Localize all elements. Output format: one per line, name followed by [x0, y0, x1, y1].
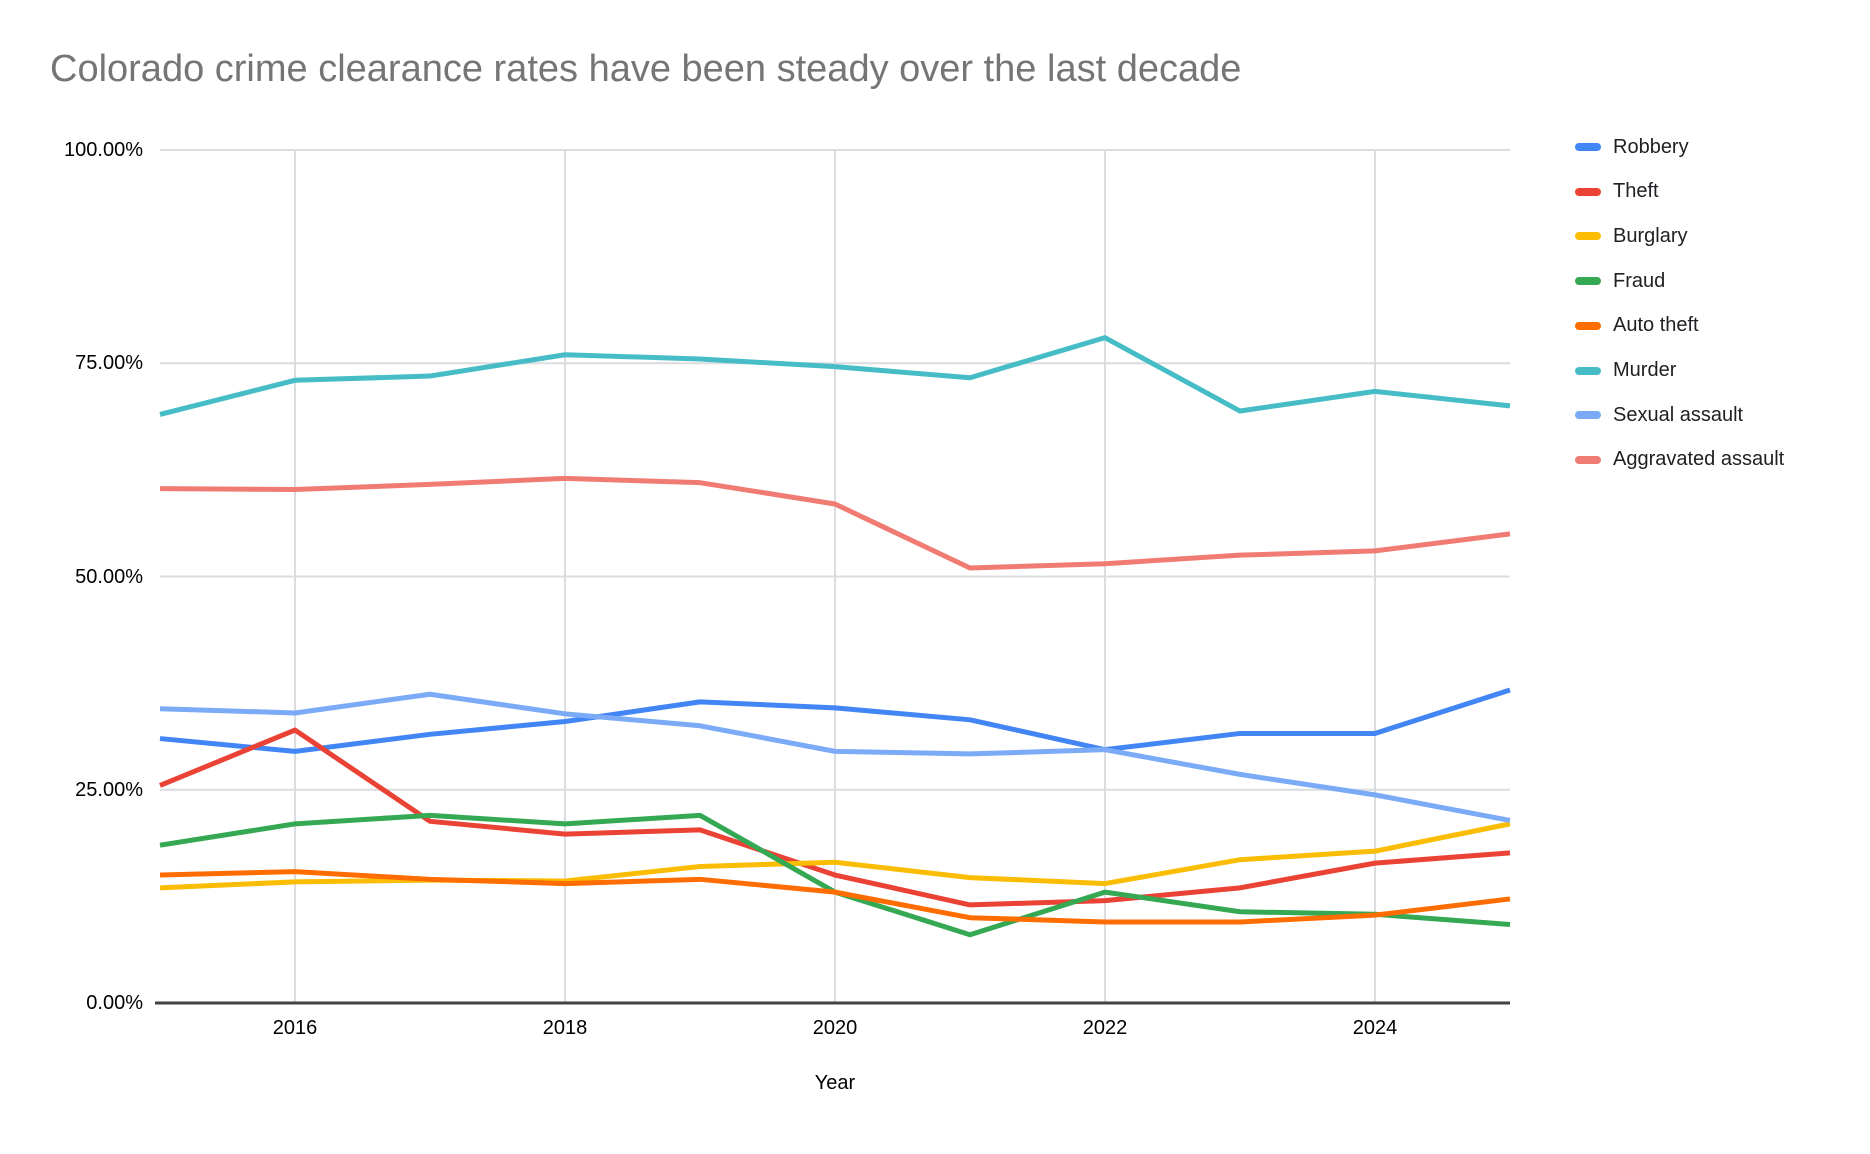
- legend-label: Sexual assault: [1613, 403, 1744, 426]
- legend-swatch: [1575, 143, 1601, 151]
- y-tick-label: 50.00%: [75, 565, 143, 588]
- legend-label: Robbery: [1613, 135, 1689, 158]
- series-line-aggravated-assault: [159, 475, 1511, 571]
- x-axis-title: Year: [814, 1072, 856, 1094]
- x-tick-label: 2024: [1352, 1017, 1398, 1039]
- legend-label: Murder: [1613, 359, 1677, 381]
- legend-item-theft: Theft: [1575, 180, 1659, 204]
- chart-title: Colorado crime clearance rates have been…: [50, 48, 1242, 90]
- legend-label: Aggravated assault: [1613, 448, 1785, 471]
- legend-item-aggravated-assault: Aggravated assault: [1575, 448, 1784, 472]
- legend-swatch: [1575, 366, 1601, 375]
- legend-item-burglary: Burglary: [1575, 224, 1687, 248]
- legend-item-auto-theft: Auto theft: [1575, 314, 1699, 338]
- legend-label: Theft: [1613, 180, 1659, 203]
- legend-item-robbery: Robbery: [1575, 135, 1689, 159]
- x-tick-label: 2018: [542, 1017, 588, 1039]
- legend-swatch: [1575, 187, 1601, 196]
- legend-swatch: [1575, 455, 1601, 464]
- legend-swatch: [1575, 321, 1601, 330]
- x-tick-label: 2020: [812, 1017, 858, 1039]
- series-line-sexual-assault: [159, 691, 1511, 823]
- x-tick-label: 2022: [1082, 1017, 1128, 1039]
- series-line-robbery: [159, 687, 1511, 754]
- y-tick-label: 0.00%: [86, 992, 143, 1014]
- legend-item-sexual-assault: Sexual assault: [1575, 403, 1743, 427]
- legend-label: Fraud: [1613, 269, 1666, 292]
- legend-item-murder: Murder: [1575, 359, 1676, 383]
- series-line-theft: [159, 727, 1511, 908]
- y-tick-label: 25.00%: [75, 778, 143, 801]
- legend-swatch: [1575, 277, 1601, 286]
- x-tick-label: 2016: [272, 1017, 318, 1039]
- y-tick-label: 100.00%: [64, 139, 143, 161]
- legend-item-fraud: Fraud: [1575, 269, 1665, 293]
- series-line-auto-theft: [159, 869, 1511, 925]
- series-line-burglary: [159, 821, 1511, 891]
- series-line-murder: [159, 335, 1511, 417]
- legend-label: Burglary: [1613, 224, 1688, 247]
- legend-label: Auto theft: [1613, 314, 1699, 337]
- legend-swatch: [1575, 411, 1601, 420]
- y-tick-label: 75.00%: [75, 352, 143, 375]
- legend-swatch: [1575, 232, 1601, 241]
